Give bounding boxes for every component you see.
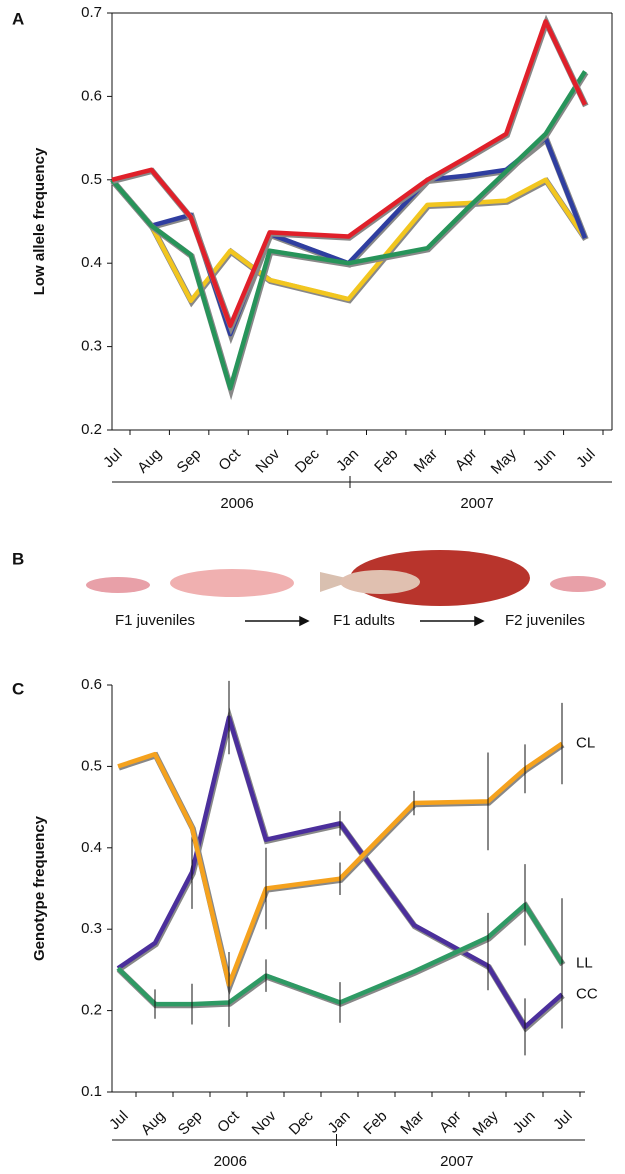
line-shadow [117, 742, 565, 996]
stage-label: F1 juveniles [115, 612, 195, 629]
series-line [116, 902, 564, 1007]
y-tick-label: 0.5 [81, 757, 102, 774]
x-tick-label: Feb [360, 1108, 390, 1138]
series-line [110, 70, 587, 391]
x-tick-label: Nov [252, 445, 283, 476]
fish-illustrations [86, 550, 606, 606]
x-tick-label: Feb [371, 446, 401, 476]
year-label: 2006 [214, 1153, 247, 1170]
x-tick-label: Jan [333, 446, 362, 475]
x-tick-label: Oct [214, 1107, 243, 1136]
line-shadow [116, 901, 566, 1009]
series-end-label: CL [576, 735, 595, 752]
x-tick-label: May [488, 445, 520, 477]
stage-label: F2 juveniles [505, 612, 585, 629]
x-tick-label: Aug [138, 1108, 169, 1139]
x-tick-label: Jul [106, 1108, 132, 1134]
x-tick-label: Jan [325, 1108, 354, 1137]
series-end-label: LL [576, 954, 593, 971]
panel-label: C [12, 679, 24, 698]
x-tick-label: Mar [397, 1108, 427, 1138]
x-tick-label: Dec [286, 1107, 317, 1138]
y-tick-label: 0.3 [81, 338, 102, 355]
series-line [117, 741, 564, 987]
stage-label: F1 adults [333, 612, 395, 629]
arrows [245, 615, 485, 627]
x-tick-label: Sep [174, 446, 205, 477]
year-label: 2006 [220, 495, 253, 512]
series-line [116, 715, 564, 1030]
y-tick-label: 0.2 [81, 1002, 102, 1019]
x-tick-label: Jul [100, 446, 126, 472]
x-tick-label: Oct [215, 445, 244, 474]
y-tick-label: 0.6 [81, 676, 102, 693]
y-tick-label: 0.4 [81, 254, 102, 271]
x-tick-label: Jun [510, 1108, 539, 1137]
x-tick-label: Sep [175, 1108, 206, 1139]
x-tick-label: Apr [452, 446, 481, 475]
y-tick-label: 0.3 [81, 920, 102, 937]
panel-label: B [12, 549, 24, 568]
y-axis-title: Genotype frequency [31, 815, 48, 961]
x-tick-label: Mar [411, 446, 441, 476]
x-tick-label: Apr [436, 1108, 465, 1137]
x-tick-label: Jun [530, 446, 559, 475]
x-tick-label: Nov [249, 1107, 280, 1138]
series-line [110, 177, 587, 303]
y-tick-label: 0.4 [81, 839, 102, 856]
x-tick-label: Aug [134, 446, 165, 477]
x-tick-label: May [470, 1107, 502, 1139]
x-tick-label: Jul [550, 1108, 576, 1134]
series-end-label: CC [576, 985, 598, 1002]
y-tick-label: 0.6 [81, 87, 102, 104]
x-tick-label: Jul [573, 446, 599, 472]
y-axis-title: Low allele frequency [31, 147, 48, 295]
year-label: 2007 [440, 1153, 473, 1170]
x-tick-label: Dec [292, 445, 323, 476]
panel-label: A [12, 9, 24, 28]
y-tick-label: 0.5 [81, 171, 102, 188]
y-tick-label: 0.2 [81, 421, 102, 438]
year-label: 2007 [460, 495, 493, 512]
y-tick-label: 0.1 [81, 1083, 102, 1100]
y-tick-label: 0.7 [81, 4, 102, 21]
series-line [111, 19, 588, 328]
